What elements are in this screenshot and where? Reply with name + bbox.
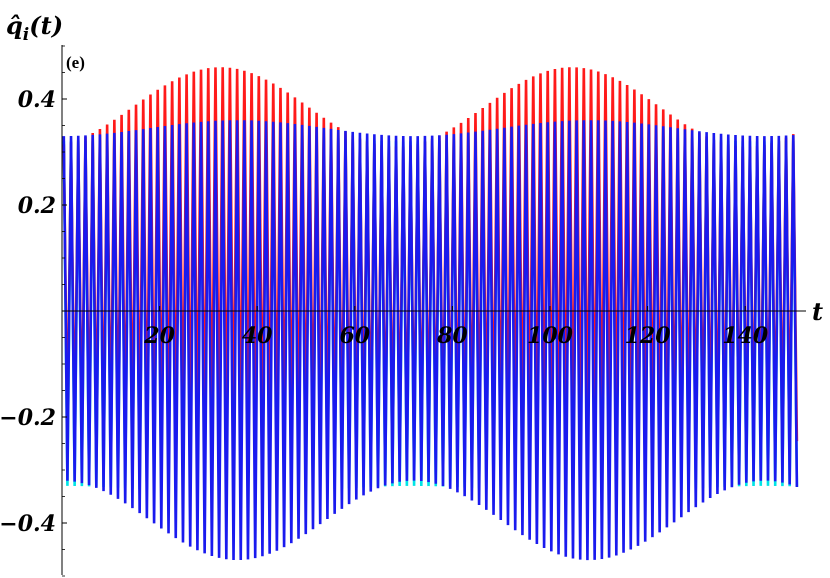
y-axis-title-argument: (t) <box>29 11 63 40</box>
x-tick-label: 20 <box>143 323 175 349</box>
y-tick-label: −0.2 <box>0 405 56 431</box>
y-axis-title-symbol: q̂ <box>6 11 23 40</box>
x-tick-label: 100 <box>527 323 574 349</box>
y-tick-label: 0.4 <box>18 87 56 113</box>
y-axis-title-subscript: i <box>23 25 29 45</box>
x-tick-label: 80 <box>436 323 468 349</box>
axes-layer <box>61 45 806 575</box>
x-tick-label: 140 <box>722 323 769 349</box>
x-tick-label: 120 <box>625 323 672 349</box>
y-axis-title: q̂i(t) <box>6 11 63 45</box>
series-layer <box>62 67 799 561</box>
panel-label: (e) <box>66 53 85 72</box>
series-line-3 <box>62 120 799 561</box>
y-tick-label: 0.2 <box>18 193 56 219</box>
y-tick-label: −0.4 <box>0 511 56 537</box>
ticks-layer: 20 40 60 80 100 120 140 0.4 0.2 −0.2 −0.4 <box>0 45 769 577</box>
x-tick-label: 40 <box>242 323 273 349</box>
x-tick-label: 60 <box>339 323 370 349</box>
x-axis-title: t <box>812 297 823 326</box>
